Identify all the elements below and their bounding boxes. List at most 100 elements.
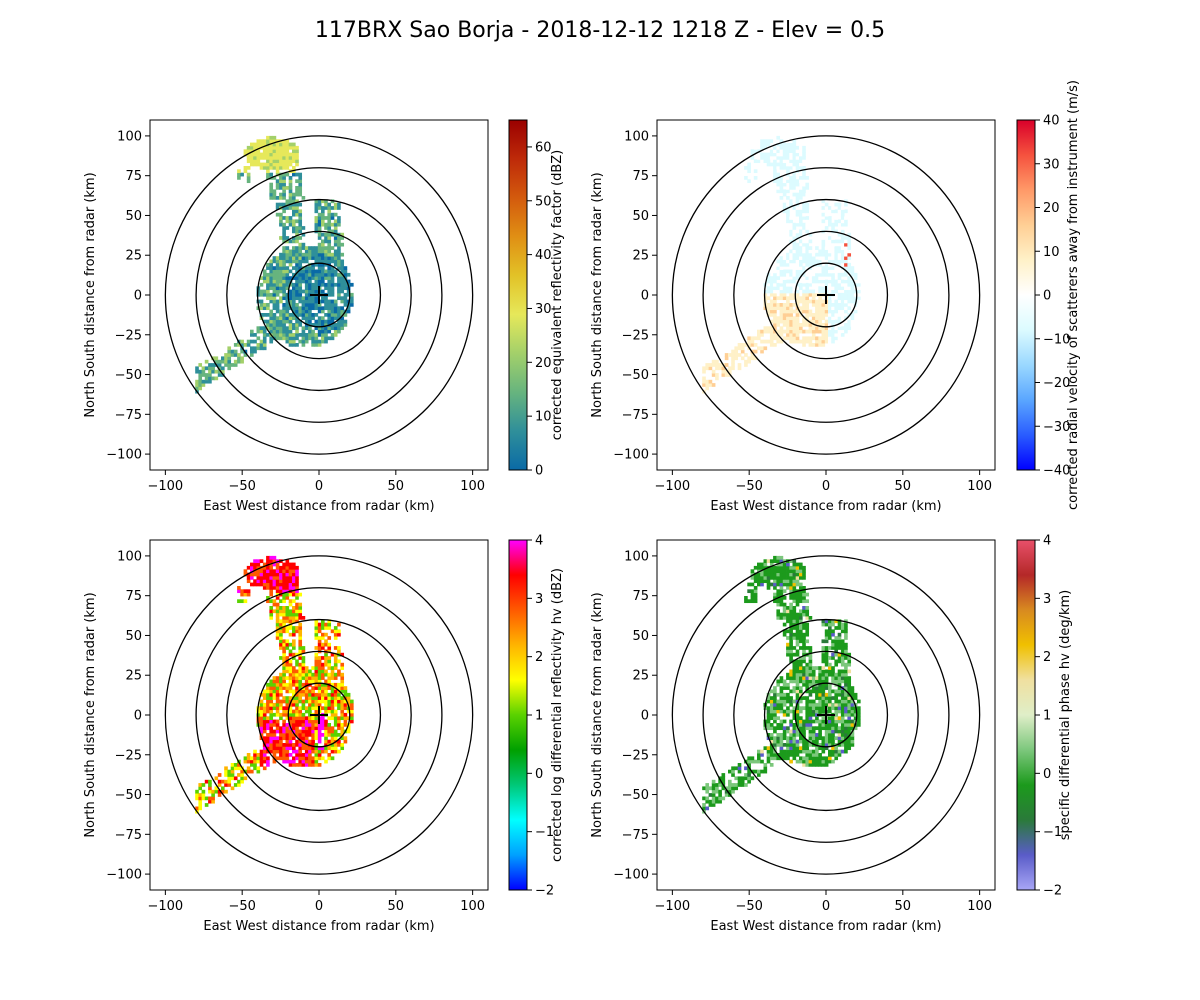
echo-cell — [250, 329, 254, 334]
echo-cell — [224, 789, 228, 794]
echo-cell — [272, 135, 277, 140]
echo-cell — [844, 309, 848, 314]
echo-cell — [304, 313, 309, 317]
echo-cell — [779, 152, 784, 157]
echo-cell — [279, 202, 283, 207]
echo-cell — [844, 316, 848, 321]
echo-cell — [795, 229, 800, 234]
echo-cell — [776, 579, 781, 584]
echo-cell — [802, 279, 806, 284]
echo-cell — [808, 709, 813, 714]
echo-cell — [795, 296, 800, 301]
echo-cell — [343, 279, 348, 284]
colorbar-tick-label: −10 — [1043, 332, 1070, 347]
echo-cell — [256, 346, 261, 351]
echo-cell — [711, 799, 716, 804]
echo-cell — [773, 592, 777, 597]
echo-cell — [211, 376, 215, 381]
echo-cell — [818, 339, 822, 344]
echo-cell — [753, 159, 758, 164]
echo-cell — [821, 266, 826, 270]
echo-cell — [779, 696, 784, 700]
echo-cell — [824, 639, 829, 644]
echo-cell — [266, 313, 270, 317]
echo-cell — [808, 676, 813, 680]
echo-cell — [802, 149, 806, 154]
echo-cell — [834, 619, 839, 624]
echo-cell — [275, 689, 280, 694]
echo-cell — [773, 159, 777, 164]
echo-cell — [292, 229, 296, 234]
echo-cell — [792, 272, 797, 277]
echo-cell — [802, 736, 806, 741]
echo-cell — [802, 682, 806, 687]
echo-cell — [288, 299, 293, 304]
echo-cell — [250, 572, 254, 577]
echo-cell — [279, 276, 283, 280]
echo-cell — [288, 142, 293, 147]
echo-cell — [230, 776, 235, 781]
echo-cell — [805, 289, 810, 294]
echo-cell — [744, 776, 748, 781]
echo-cell — [808, 289, 813, 294]
echo-cell — [340, 269, 345, 274]
echo-cell — [773, 145, 777, 150]
echo-cell — [786, 196, 790, 200]
echo-cell — [757, 159, 761, 164]
echo-cell — [769, 145, 774, 150]
echo-cell — [269, 559, 274, 564]
echo-cell — [840, 736, 845, 741]
echo-cell — [337, 323, 341, 327]
echo-cell — [757, 162, 761, 167]
echo-cell — [311, 329, 315, 334]
echo-cell — [308, 679, 312, 684]
echo-cell — [288, 239, 293, 244]
echo-cell — [282, 323, 286, 327]
echo-cell — [240, 343, 244, 347]
echo-cell — [792, 209, 797, 214]
echo-cell — [831, 736, 835, 741]
echo-cell — [769, 162, 774, 167]
echo-cell — [256, 289, 261, 294]
echo-cell — [327, 649, 332, 654]
echo-cell — [285, 576, 290, 580]
echo-cell — [288, 262, 293, 267]
echo-cell — [321, 272, 325, 277]
echo-cell — [288, 333, 293, 337]
echo-cell — [285, 606, 290, 610]
echo-cell — [304, 319, 309, 324]
echo-cell — [327, 266, 332, 270]
echo-cell — [844, 259, 848, 264]
echo-cell — [786, 692, 790, 697]
echo-cell — [295, 246, 299, 250]
echo-cell — [330, 222, 335, 227]
echo-cell — [317, 733, 322, 737]
echo-cell — [217, 363, 222, 367]
echo-cell — [288, 716, 293, 721]
echo-cell — [282, 592, 286, 597]
echo-cell — [747, 166, 751, 170]
echo-cell — [340, 323, 345, 327]
echo-cell — [292, 149, 296, 154]
echo-cell — [834, 636, 839, 640]
echo-cell — [292, 616, 296, 620]
echo-cell — [753, 565, 758, 570]
echo-cell — [317, 282, 322, 287]
echo-cell — [789, 616, 793, 620]
echo-cell — [789, 669, 793, 674]
echo-cell — [834, 209, 839, 214]
echo-cell — [805, 616, 810, 620]
echo-cell — [304, 669, 309, 674]
echo-cell — [769, 292, 774, 297]
echo-cell — [346, 306, 351, 311]
echo-cell — [769, 576, 774, 580]
echo-cell — [753, 769, 758, 774]
echo-cell — [275, 272, 280, 277]
echo-cell — [279, 629, 283, 634]
echo-cell — [840, 279, 845, 284]
echo-cell — [337, 272, 341, 277]
echo-cell — [795, 329, 800, 334]
echo-cell — [805, 303, 810, 307]
echo-cell — [314, 226, 319, 230]
echo-cell — [808, 669, 813, 674]
